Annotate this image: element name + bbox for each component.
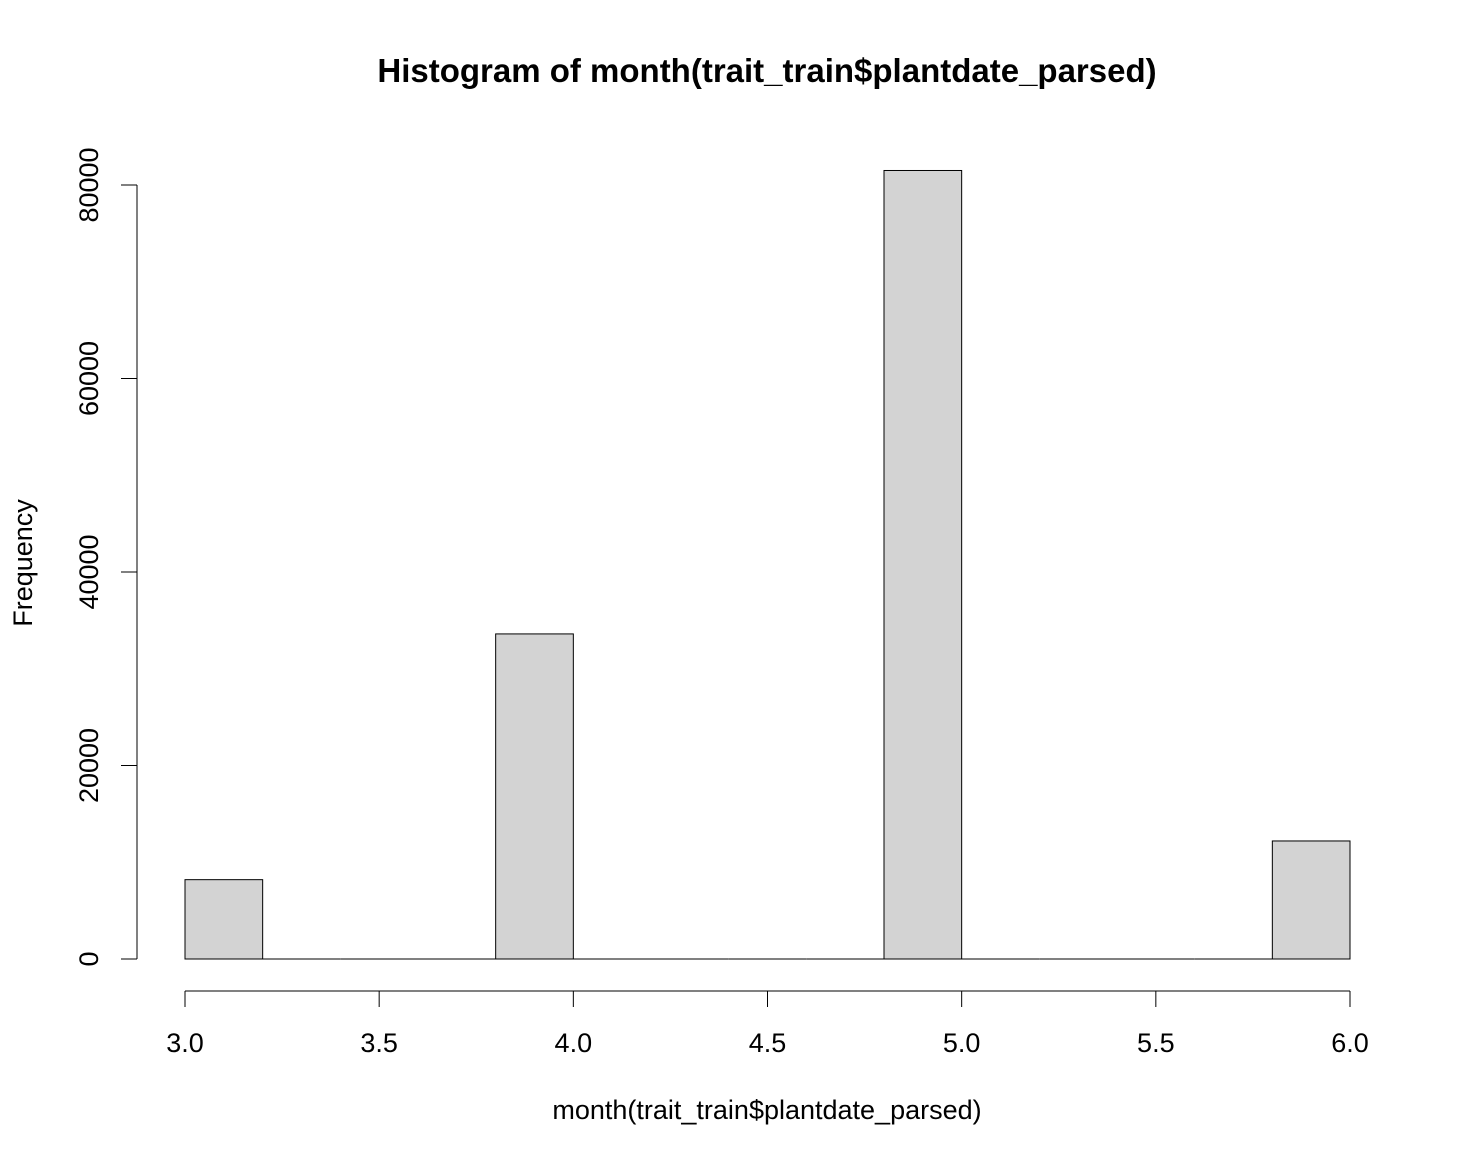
x-axis: 3.0 3.5 4.0 4.5 5.0 5.5 6.0 [166, 990, 1369, 1058]
histogram-bar [495, 633, 574, 960]
x-tick-label: 4.0 [555, 1028, 593, 1058]
y-tick-label: 60000 [74, 341, 104, 416]
histogram-bar [1271, 840, 1351, 960]
y-tick-label: 40000 [74, 534, 104, 609]
histogram-bar [883, 169, 963, 960]
y-axis: 0 20000 40000 60000 80000 [74, 147, 138, 967]
x-tick-label: 6.0 [1331, 1028, 1369, 1058]
y-tick-label: 80000 [74, 147, 104, 222]
y-tick-label: 20000 [74, 728, 104, 803]
bars-group [184, 169, 1351, 960]
y-axis-title: Frequency [8, 499, 38, 627]
x-tick-label: 4.5 [749, 1028, 787, 1058]
x-tick-label: 5.5 [1137, 1028, 1175, 1058]
x-tick-label: 5.0 [943, 1028, 981, 1058]
x-tick-label: 3.0 [166, 1028, 204, 1058]
y-tick-label: 0 [74, 951, 104, 966]
chart-title: Histogram of month(trait_train$plantdate… [377, 52, 1156, 89]
x-tick-label: 3.5 [360, 1028, 398, 1058]
histogram-bar [184, 879, 264, 960]
x-axis-title: month(trait_train$plantdate_parsed) [552, 1095, 981, 1125]
